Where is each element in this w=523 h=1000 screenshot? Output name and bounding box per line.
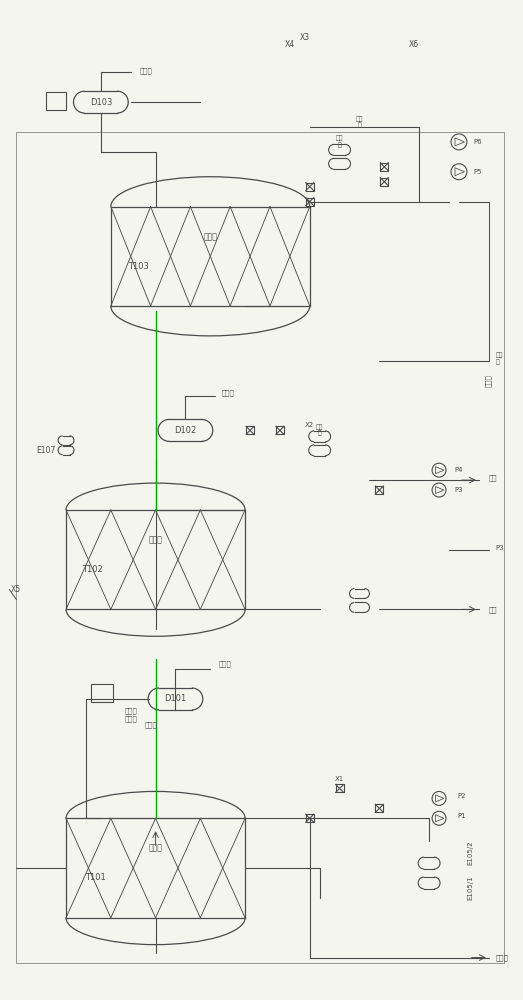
Text: 中間罐: 中間罐 — [485, 374, 492, 387]
Text: P5: P5 — [474, 169, 482, 175]
Text: 精馏塔: 精馏塔 — [149, 844, 163, 853]
Text: 補充水: 補充水 — [124, 708, 137, 714]
Text: 廢火炬: 廢火炬 — [222, 389, 234, 396]
Text: E105/2: E105/2 — [467, 841, 473, 865]
Text: 廢火炬: 廢火炬 — [219, 661, 232, 667]
Bar — [91, 684, 113, 702]
Text: D102: D102 — [174, 426, 197, 435]
Text: P6: P6 — [474, 139, 483, 145]
Text: 採出: 採出 — [489, 606, 497, 613]
Text: T102: T102 — [83, 565, 103, 574]
Bar — [16, 132, 504, 963]
Text: 回流
阀: 回流 阀 — [356, 116, 363, 128]
Text: P3: P3 — [496, 545, 504, 551]
Text: 採出
罐: 採出 罐 — [336, 136, 343, 148]
Text: 採出: 採出 — [489, 475, 497, 481]
Text: T101: T101 — [85, 873, 106, 882]
Text: P3: P3 — [454, 487, 463, 493]
Text: X2: X2 — [305, 422, 314, 428]
Text: T103: T103 — [128, 262, 149, 271]
Text: X5: X5 — [12, 585, 21, 594]
Text: X1: X1 — [335, 776, 344, 782]
Text: X4: X4 — [285, 40, 295, 49]
Text: P4: P4 — [454, 467, 462, 473]
Text: 廢火炬: 廢火炬 — [139, 67, 152, 74]
Text: E107: E107 — [37, 446, 56, 455]
Text: 精馏塔: 精馏塔 — [149, 535, 163, 544]
Text: X3: X3 — [300, 33, 310, 42]
Text: E105/1: E105/1 — [467, 876, 473, 900]
Text: 沖洗水: 沖洗水 — [144, 721, 157, 728]
Text: 稀鹼液: 稀鹼液 — [124, 716, 137, 722]
Text: 精馏塔: 精馏塔 — [203, 232, 217, 241]
Text: 中間
槽: 中間 槽 — [496, 353, 503, 365]
Text: 採出
罐: 採出 罐 — [316, 424, 323, 436]
Bar — [46, 92, 66, 110]
Text: 釜殘液: 釜殘液 — [496, 954, 508, 961]
Text: P1: P1 — [457, 813, 465, 819]
Text: P2: P2 — [457, 793, 465, 799]
Text: D103: D103 — [89, 98, 112, 107]
Text: D101: D101 — [164, 694, 187, 703]
Text: X6: X6 — [409, 40, 419, 49]
